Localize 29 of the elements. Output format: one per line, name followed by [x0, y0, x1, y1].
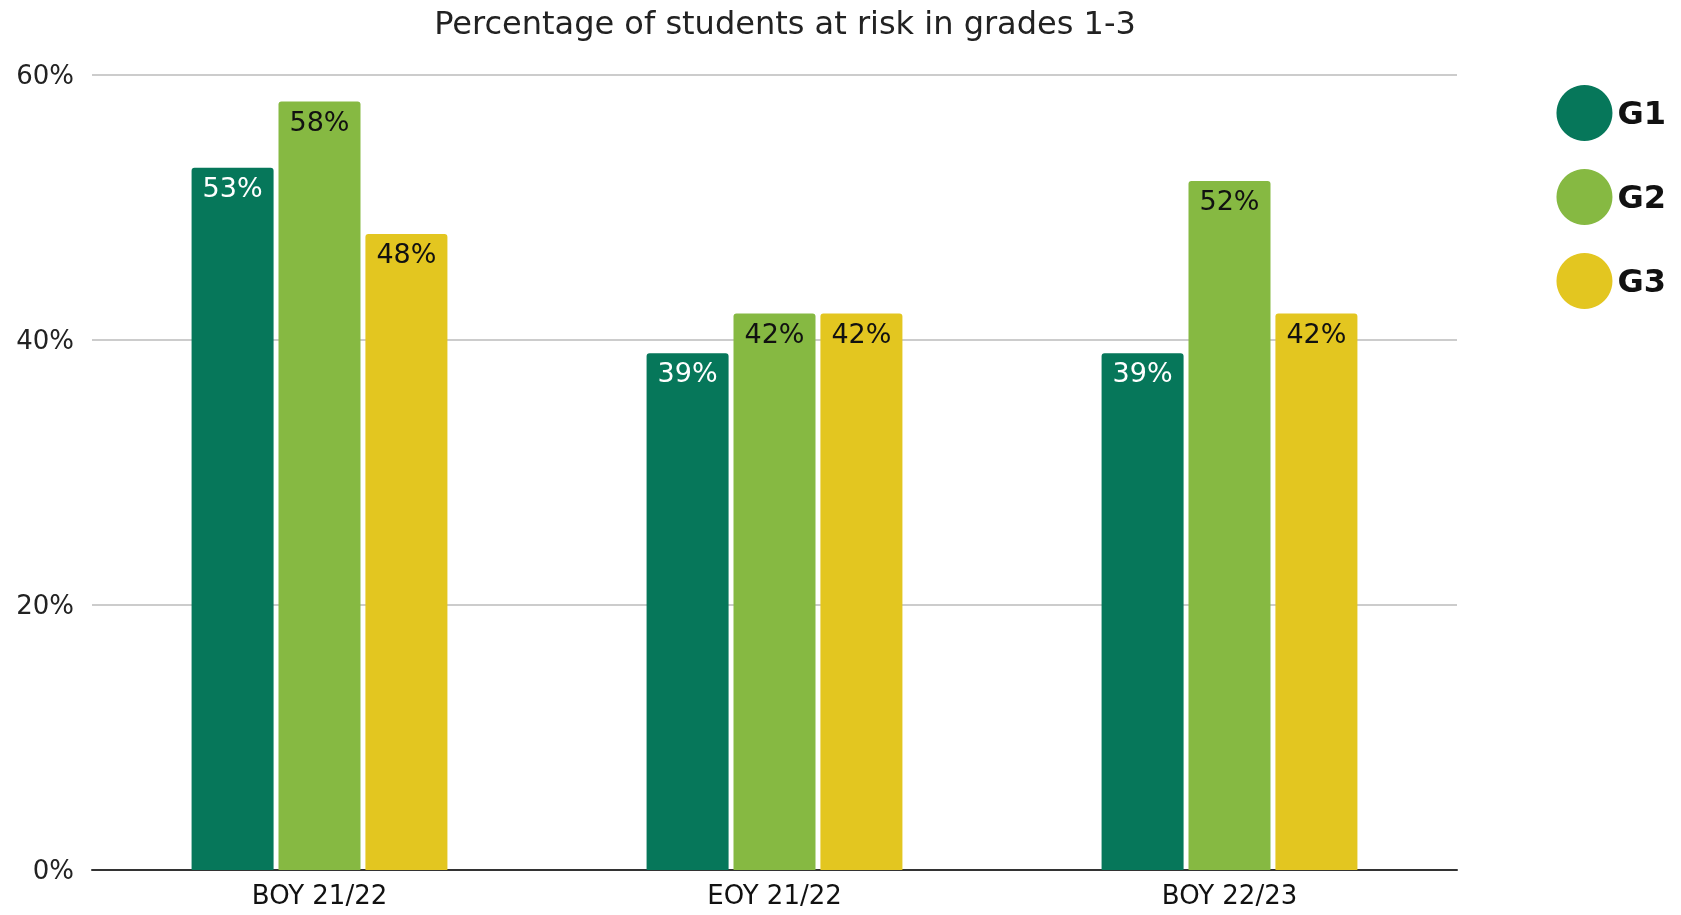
- data-label: 39%: [657, 357, 718, 389]
- x-tick-label: EOY 21/22: [707, 880, 842, 910]
- data-label: 52%: [1199, 185, 1260, 216]
- data-label: 48%: [376, 238, 437, 269]
- legend-label: G2: [1617, 178, 1666, 216]
- chart-title: Percentage of students at risk in grades 1-3: [434, 4, 1136, 42]
- bar: [1188, 181, 1271, 870]
- y-tick-label: 40%: [16, 325, 74, 355]
- bar: [365, 234, 448, 870]
- data-label: 42%: [831, 317, 892, 349]
- x-tick-label: BOY 22/23: [1161, 880, 1298, 910]
- y-tick-label: 60%: [16, 60, 74, 90]
- bar: [191, 167, 274, 870]
- legend-label: G1: [1617, 94, 1666, 132]
- bar: [278, 101, 361, 870]
- y-tick-label: 0%: [32, 855, 74, 885]
- x-tick-label: BOY 21/22: [251, 880, 388, 910]
- y-tick-label: 20%: [16, 590, 74, 620]
- legend-label: G3: [1617, 262, 1666, 300]
- bar: [733, 313, 816, 870]
- bar: [646, 353, 729, 870]
- data-label: 42%: [744, 317, 805, 349]
- data-label: 39%: [1112, 357, 1173, 389]
- bar: [820, 313, 903, 870]
- data-label: 58%: [289, 105, 350, 137]
- bar: [1275, 313, 1358, 870]
- data-label: 53%: [202, 171, 263, 203]
- bar: [1101, 353, 1184, 870]
- data-label: 42%: [1286, 317, 1347, 349]
